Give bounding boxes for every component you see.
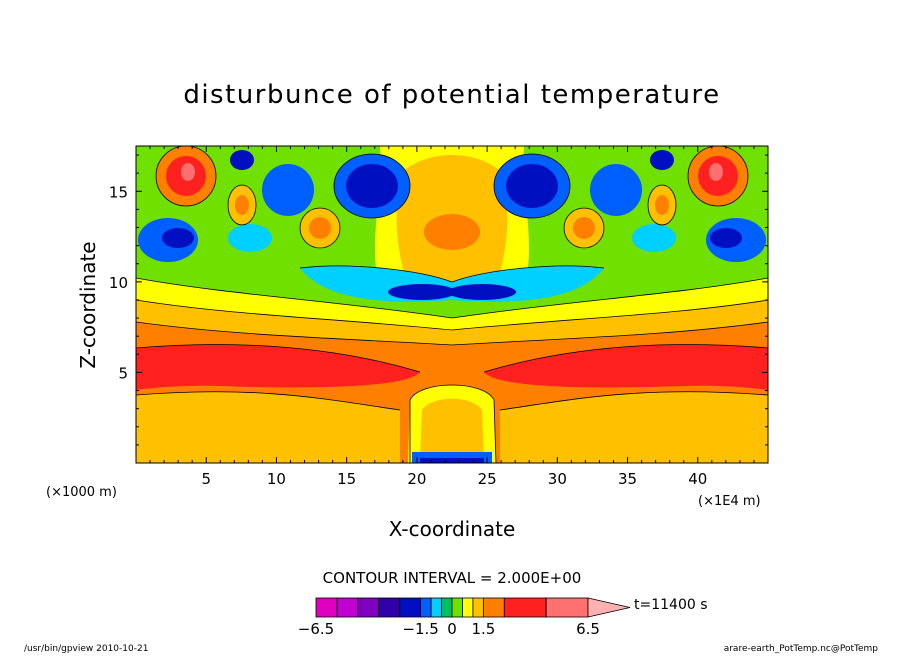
colorbar-segment xyxy=(399,597,422,618)
contour-line xyxy=(136,391,401,411)
field-blue-cell xyxy=(506,164,558,208)
x-tick-label: 35 xyxy=(618,470,637,488)
contour-line xyxy=(227,184,257,226)
field-center-cyan xyxy=(300,265,604,302)
field-band-red-right xyxy=(484,344,768,390)
x-scale-note: (×1E4 m) xyxy=(698,494,761,509)
contour-line xyxy=(299,265,605,283)
contour-lines xyxy=(136,146,768,463)
contour-line xyxy=(499,391,768,411)
colorbar-segment xyxy=(545,597,589,618)
colorbar-segment xyxy=(315,597,338,618)
x-tick-label: 30 xyxy=(548,470,567,488)
x-tick-label: 25 xyxy=(478,470,497,488)
contour-line xyxy=(333,153,411,219)
field-surface-column-inner xyxy=(420,398,484,463)
x-tick-label: 10 xyxy=(267,470,286,488)
colorbar-segment xyxy=(503,597,547,618)
contour-line xyxy=(136,321,768,346)
field-warm-cell xyxy=(181,163,195,181)
colorbar-segment xyxy=(451,597,463,618)
field-blue-cell xyxy=(710,228,742,248)
colorbar-overflow-arrow xyxy=(587,597,631,618)
colorbar-segment xyxy=(482,597,505,618)
colorbar-segment xyxy=(378,597,401,618)
field-blue-cell xyxy=(262,164,314,216)
y-tick-label: 15 xyxy=(109,183,128,201)
colorbar-segment xyxy=(472,597,484,618)
y-axis: 5 10 15 xyxy=(109,154,768,446)
y-tick-label: 5 xyxy=(118,364,128,382)
colorbar-label: 0 xyxy=(447,620,457,638)
colorbar-segment xyxy=(420,597,432,618)
colorbar-label: −6.5 xyxy=(298,620,334,638)
field-warm-cell xyxy=(309,217,331,239)
x-tick-label: 15 xyxy=(337,470,356,488)
contour-interval: CONTOUR INTERVAL = 2.000E+00 xyxy=(323,569,582,587)
x-tick-label: 5 xyxy=(201,470,211,488)
contour-line xyxy=(299,207,341,249)
field-warm-cell xyxy=(220,410,280,430)
contour-line xyxy=(136,277,768,319)
chart-title: disturbunce of potential temperature xyxy=(183,80,720,110)
contour-line xyxy=(647,184,677,226)
field-center-blue-left xyxy=(388,284,456,300)
field-blue-cell xyxy=(162,228,194,248)
x-unit-note: (×1000 m) xyxy=(46,485,117,500)
colorbar-segment xyxy=(430,597,442,618)
field-warm-cell xyxy=(235,195,249,215)
field-band-red-left xyxy=(136,344,420,390)
field-plume-core xyxy=(424,214,480,250)
time-label: t=11400 s xyxy=(634,597,708,613)
y-axis-label: Z-coordinate xyxy=(76,241,100,368)
x-axis: 5 10 15 20 25 30 35 40 xyxy=(149,146,755,488)
field-band-orange xyxy=(136,300,768,345)
contour-line xyxy=(155,146,217,207)
field-cyan-cell xyxy=(632,224,676,252)
footer-right: arare-earth_PotTemp.nc@PotTemp xyxy=(724,644,879,654)
contour-line xyxy=(493,153,571,219)
colorbar-segment xyxy=(462,597,474,618)
x-tick-label: 40 xyxy=(688,470,707,488)
contour-line xyxy=(136,299,768,331)
contour-line xyxy=(136,344,421,373)
contour-line xyxy=(409,384,497,463)
colorbar: −6.5 −1.5 0 1.5 6.5 xyxy=(298,597,631,638)
field-surface-blue xyxy=(412,452,492,463)
contour-line xyxy=(483,344,768,373)
x-axis-label: X-coordinate xyxy=(389,517,516,541)
field-center-blue-right xyxy=(448,284,516,300)
colorbar-segment xyxy=(357,597,380,618)
field-warm-cell xyxy=(624,410,684,430)
field-band-yellow xyxy=(136,278,768,330)
field-blue-cell xyxy=(346,164,398,208)
colorbar-segment xyxy=(441,597,453,618)
field-cyan-cell xyxy=(228,224,272,252)
contour-line xyxy=(687,146,749,207)
x-tick-label: 20 xyxy=(407,470,426,488)
field-blue-cell xyxy=(590,164,642,216)
field-warm-cell xyxy=(655,195,669,215)
y-tick-label: 10 xyxy=(109,274,128,292)
colorbar-label: 1.5 xyxy=(471,620,495,638)
field-blue-cell xyxy=(230,150,254,170)
heatmap-field xyxy=(136,146,768,463)
colorbar-label: −1.5 xyxy=(402,620,438,638)
field-warm-cell xyxy=(709,163,723,181)
colorbar-segment xyxy=(336,597,359,618)
field-blue-cell xyxy=(650,150,674,170)
field-warm-cell xyxy=(573,217,595,239)
contour-line xyxy=(563,207,605,249)
footer-left: /usr/bin/gpview 2010-10-21 xyxy=(24,644,148,654)
plot-frame xyxy=(135,145,769,464)
field-surface-darkblue xyxy=(420,458,484,463)
colorbar-label: 6.5 xyxy=(576,620,600,638)
